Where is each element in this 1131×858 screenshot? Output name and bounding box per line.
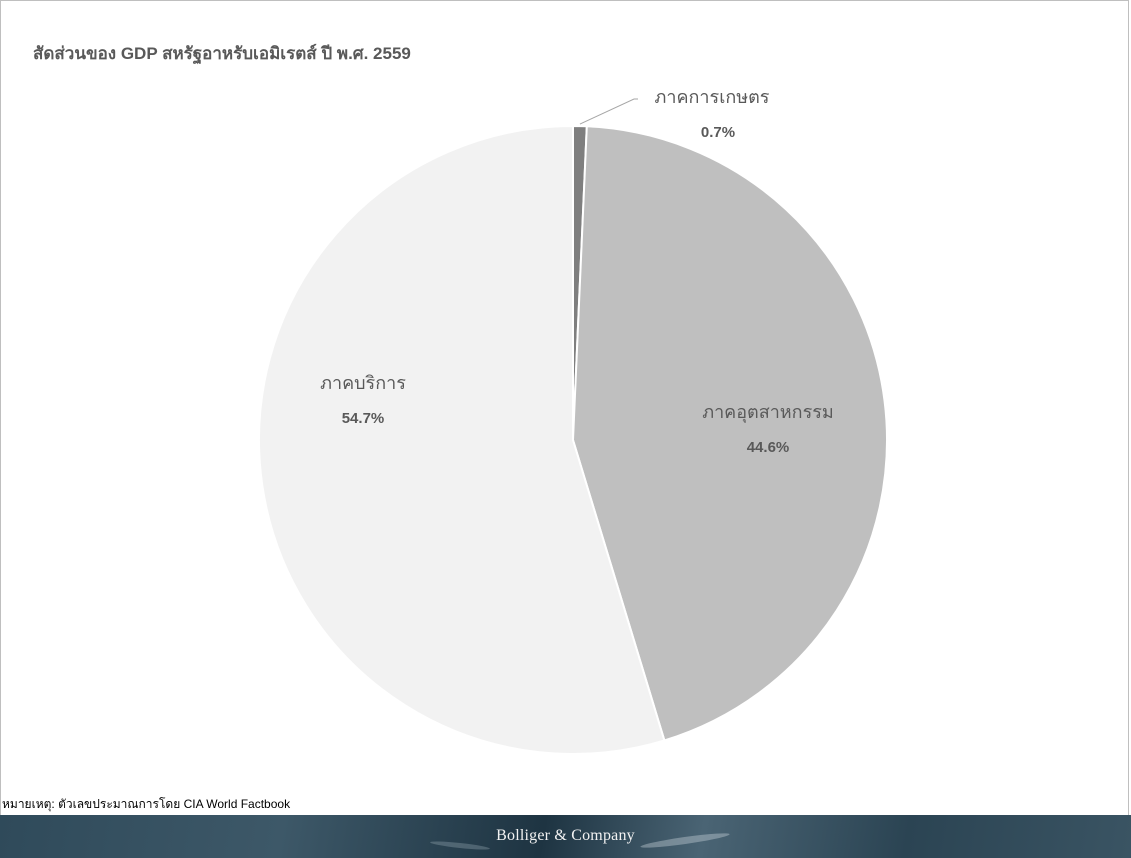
- slice-label-3: ภาคบริการ: [320, 373, 406, 393]
- slice-value-label-2: 44.6%: [747, 439, 790, 456]
- brand-logo: Bolliger & Company: [496, 827, 635, 844]
- pie-slice-2: [571, 125, 888, 742]
- chart-title: สัดส่วนของ GDP สหรัฐอาหรับเอมิเรตส์ ปี พ…: [33, 44, 411, 63]
- pie-slice-3: [258, 124, 666, 755]
- footer-banner: Bolliger & Company: [0, 815, 1131, 858]
- slice-label-1: ภาคการเกษตร: [655, 87, 770, 107]
- leader-line: [579, 98, 638, 125]
- pie-chart: ภาคการเกษตร 0.7% ภาคอุตสาหกรรม 44.6% ภาคบริก…: [258, 87, 888, 755]
- source-note: หมายเหตุ: ตัวเลขประมาณการโดย CIA World F…: [2, 797, 291, 811]
- slice-value-label-1: 0.7%: [701, 124, 735, 141]
- slice-value-label-3: 54.7%: [342, 410, 385, 427]
- slice-label-2: ภาคอุตสาหกรรม: [702, 402, 834, 423]
